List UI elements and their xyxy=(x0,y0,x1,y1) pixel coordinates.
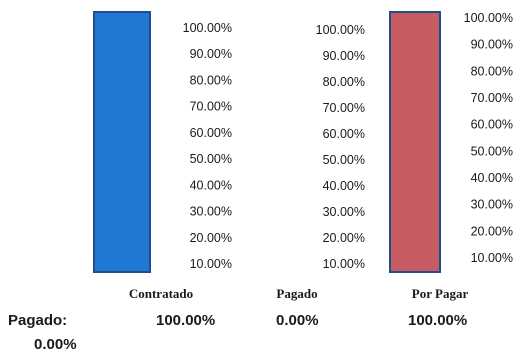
tick-label-por-pagar: 20.00% xyxy=(471,224,513,238)
tick-label-contratado: 20.00% xyxy=(190,231,232,245)
tick-label-pagado: 40.00% xyxy=(323,179,365,193)
tick-label-pagado: 60.00% xyxy=(323,127,365,141)
tick-label-contratado: 100.00% xyxy=(183,21,232,35)
tick-label-por-pagar: 80.00% xyxy=(471,64,513,78)
tick-label-pagado: 70.00% xyxy=(323,101,365,115)
bar-contratado xyxy=(93,11,151,273)
tick-label-contratado: 30.00% xyxy=(190,205,232,219)
category-label-pagado: Pagado xyxy=(276,286,317,301)
tick-label-por-pagar: 60.00% xyxy=(471,118,513,132)
tick-label-contratado: 60.00% xyxy=(190,126,232,140)
tick-label-contratado: 40.00% xyxy=(190,178,232,192)
tick-label-contratado: 80.00% xyxy=(190,73,232,87)
tick-label-por-pagar: 10.00% xyxy=(471,251,513,265)
pagado-percent: 0.00% xyxy=(276,312,319,329)
tick-label-contratado: 10.00% xyxy=(190,257,232,271)
tick-label-pagado: 10.00% xyxy=(323,257,365,271)
bar-por-pagar xyxy=(389,11,441,273)
tick-label-pagado: 90.00% xyxy=(323,49,365,63)
tick-label-contratado: 70.00% xyxy=(190,100,232,114)
tick-label-por-pagar: 70.00% xyxy=(471,91,513,105)
tick-label-pagado: 100.00% xyxy=(316,23,365,37)
contratado-percent: 100.00% xyxy=(156,312,216,329)
tick-label-por-pagar: 40.00% xyxy=(471,171,513,185)
tick-label-contratado: 50.00% xyxy=(190,152,232,166)
tick-label-por-pagar: 90.00% xyxy=(471,38,513,52)
por-pagar-percent: 100.00% xyxy=(408,312,468,329)
category-label-por-pagar: Por Pagar xyxy=(412,286,469,301)
tick-label-pagado: 80.00% xyxy=(323,75,365,89)
tick-label-pagado: 30.00% xyxy=(323,205,365,219)
pagado-value: 0.00% xyxy=(34,336,77,353)
tick-label-contratado: 90.00% xyxy=(190,47,232,61)
category-label-contratado: Contratado xyxy=(129,286,193,301)
tick-label-pagado: 50.00% xyxy=(323,153,365,167)
tick-label-por-pagar: 50.00% xyxy=(471,144,513,158)
pagado-label: Pagado: xyxy=(8,312,68,329)
tick-label-por-pagar: 30.00% xyxy=(471,198,513,212)
tick-label-pagado: 20.00% xyxy=(323,231,365,245)
tick-label-por-pagar: 100.00% xyxy=(464,11,513,25)
